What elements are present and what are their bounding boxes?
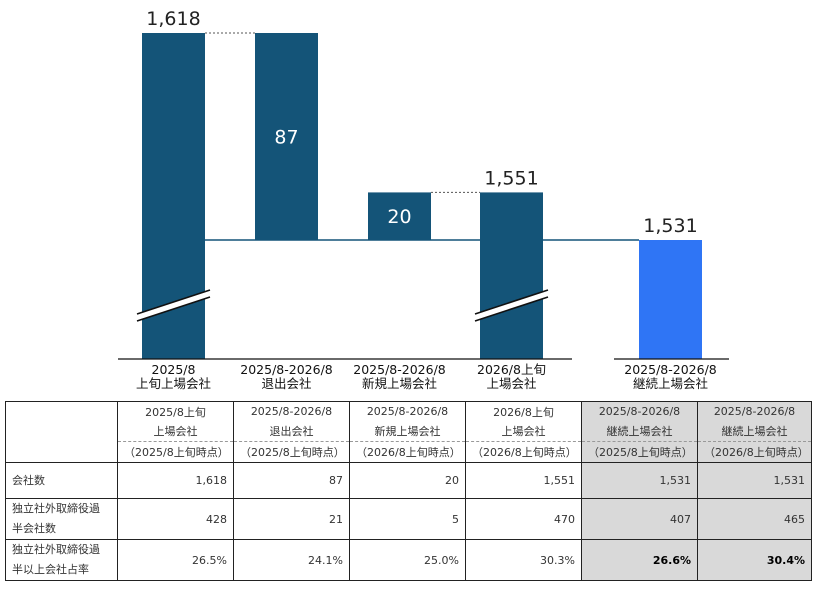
col-header-line2: 継続上場会社 — [581, 421, 698, 442]
col-header-line2: 継続上場会社 — [697, 421, 812, 442]
axis-break-gap — [475, 290, 548, 321]
axis-break-mark — [136, 289, 211, 315]
table-cell: 25.0% — [349, 539, 466, 581]
col-header-timepoint: （2025/8上旬時点） — [581, 441, 698, 463]
table-cell: 24.1% — [233, 539, 350, 581]
table-cell: 30.4% — [697, 539, 812, 581]
table-cell: 21 — [233, 498, 350, 540]
category-label: 上場会社 — [486, 376, 536, 391]
table-cell: 20 — [349, 462, 466, 499]
col-header-line2: 上場会社 — [117, 421, 234, 442]
category-label: 新規上場会社 — [362, 376, 437, 391]
category-label: 2025/8-2026/8 — [624, 362, 717, 377]
table-cell: 30.3% — [465, 539, 582, 581]
row-label: 独立社外取締役過 半会社数 — [5, 498, 118, 540]
table-cell: 1,531 — [697, 462, 812, 499]
col-header-timepoint: （2026/8上旬時点） — [465, 441, 582, 463]
category-label: 退出会社 — [261, 376, 311, 391]
col-header-line1: 2026/8上旬 — [465, 401, 582, 422]
col-header-line1: 2025/8-2026/8 — [697, 401, 812, 422]
table-cell: 1,551 — [465, 462, 582, 499]
table-cell: 470 — [465, 498, 582, 540]
col-header-timepoint: （2025/8上旬時点） — [233, 441, 350, 463]
data-label: 1,551 — [484, 167, 538, 189]
table-cell: 407 — [581, 498, 698, 540]
category-label: 上旬上場会社 — [136, 376, 211, 391]
col-header-timepoint: （2026/8上旬時点） — [349, 441, 466, 463]
data-table: 2025/8上旬 2025/8-2026/8 2025/8-2026/8 202… — [5, 401, 812, 581]
axis-break-gap — [137, 290, 210, 321]
category-label: 継続上場会社 — [633, 376, 708, 391]
data-label: 20 — [387, 206, 411, 228]
col-header-line1: 2025/8-2026/8 — [581, 401, 698, 422]
table-cell: 465 — [697, 498, 812, 540]
col-header-line2: 新規上場会社 — [349, 421, 466, 442]
category-label: 2025/8 — [152, 362, 196, 377]
row-label-line2: 半以上会社占率 — [12, 563, 89, 576]
category-label: 2025/8-2026/8 — [240, 362, 333, 377]
table-cell: 1,618 — [117, 462, 234, 499]
table-cell: 26.6% — [581, 539, 698, 581]
col-header-line1: 2025/8上旬 — [117, 401, 234, 422]
row-label-line1: 独立社外取締役過 — [12, 502, 100, 515]
row-label-line1: 独立社外取締役過 — [12, 543, 100, 556]
table-row: 独立社外取締役過 半以上会社占率 26.5% 24.1% 25.0% 30.3% … — [5, 539, 812, 581]
data-label: 87 — [274, 127, 298, 149]
waterfall-chart: 1,6182025/8上旬上場会社872025/8-2026/8退出会社2020… — [118, 8, 729, 391]
bar — [255, 33, 318, 240]
col-header-timepoint: （2026/8上旬時点） — [697, 441, 812, 463]
axis-break-mark — [474, 296, 549, 322]
data-label: 1,618 — [146, 8, 200, 30]
row-label: 独立社外取締役過 半以上会社占率 — [5, 539, 118, 581]
category-label: 2026/8上旬 — [477, 362, 546, 377]
col-header-line1: 2025/8-2026/8 — [349, 401, 466, 422]
row-label-line2: 半会社数 — [12, 522, 56, 535]
axis-break-mark — [136, 296, 211, 322]
table-row: 独立社外取締役過 半会社数 428 21 5 470 407 465 — [5, 498, 812, 540]
col-header-line2: 退出会社 — [233, 421, 350, 442]
table-row: 会社数 1,618 87 20 1,551 1,531 1,531 — [5, 462, 812, 499]
category-label: 2025/8-2026/8 — [353, 362, 446, 377]
row-label: 会社数 — [5, 462, 118, 499]
bar — [639, 240, 702, 359]
table-cell: 1,531 — [581, 462, 698, 499]
table-cell: 428 — [117, 498, 234, 540]
table-cell: 26.5% — [117, 539, 234, 581]
col-header-line2: 上場会社 — [465, 421, 582, 442]
bar — [480, 192, 543, 359]
col-header-timepoint: （2025/8上旬時点） — [117, 441, 234, 463]
table-cell: 87 — [233, 462, 350, 499]
table-cell: 5 — [349, 498, 466, 540]
table-corner-cell — [5, 401, 118, 463]
data-label: 1,531 — [643, 215, 697, 237]
axis-break-mark — [474, 289, 549, 315]
col-header-line1: 2025/8-2026/8 — [233, 401, 350, 422]
bar — [368, 192, 431, 240]
